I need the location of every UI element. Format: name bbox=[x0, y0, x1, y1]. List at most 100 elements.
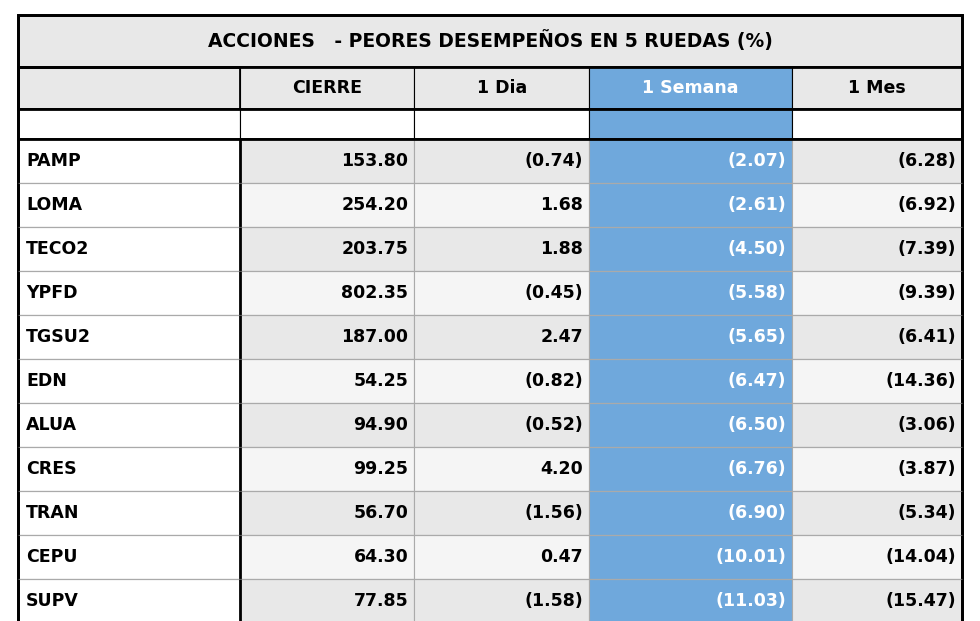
Bar bbox=[415, 183, 589, 227]
Text: (7.39): (7.39) bbox=[898, 240, 956, 258]
Text: 4.20: 4.20 bbox=[540, 460, 583, 478]
Bar bbox=[415, 227, 589, 271]
Text: EDN: EDN bbox=[26, 372, 67, 390]
Text: 1.88: 1.88 bbox=[540, 240, 583, 258]
Bar bbox=[18, 535, 240, 579]
Bar bbox=[240, 271, 415, 315]
Bar bbox=[589, 491, 792, 535]
Bar bbox=[792, 315, 962, 359]
Bar bbox=[18, 271, 240, 315]
Bar bbox=[415, 359, 589, 403]
Bar bbox=[240, 359, 415, 403]
Text: (6.47): (6.47) bbox=[727, 372, 786, 390]
Bar bbox=[589, 315, 792, 359]
Bar bbox=[240, 491, 415, 535]
Text: PAMP: PAMP bbox=[26, 152, 80, 170]
Text: 2.47: 2.47 bbox=[541, 328, 583, 346]
Bar bbox=[18, 359, 240, 403]
Text: 94.90: 94.90 bbox=[354, 416, 409, 434]
Text: 203.75: 203.75 bbox=[342, 240, 409, 258]
Text: 1.68: 1.68 bbox=[540, 196, 583, 214]
Text: (10.01): (10.01) bbox=[715, 548, 786, 566]
Bar bbox=[792, 535, 962, 579]
Text: TGSU2: TGSU2 bbox=[26, 328, 91, 346]
Bar bbox=[792, 139, 962, 183]
Text: YPFD: YPFD bbox=[26, 284, 77, 302]
Bar bbox=[240, 535, 415, 579]
Text: (6.28): (6.28) bbox=[898, 152, 956, 170]
Bar bbox=[240, 67, 415, 109]
Bar bbox=[18, 67, 962, 109]
Bar bbox=[18, 183, 240, 227]
Bar bbox=[589, 359, 792, 403]
Text: (6.92): (6.92) bbox=[898, 196, 956, 214]
Bar bbox=[589, 271, 792, 315]
Text: LOMA: LOMA bbox=[26, 196, 82, 214]
Bar bbox=[240, 403, 415, 447]
Bar bbox=[415, 67, 589, 109]
Text: 0.47: 0.47 bbox=[541, 548, 583, 566]
Text: CRES: CRES bbox=[26, 460, 76, 478]
Text: 56.70: 56.70 bbox=[354, 504, 409, 522]
Bar bbox=[18, 403, 240, 447]
Text: 187.00: 187.00 bbox=[341, 328, 409, 346]
Bar bbox=[792, 271, 962, 315]
Bar bbox=[415, 579, 589, 621]
Bar bbox=[240, 139, 415, 183]
Text: (14.36): (14.36) bbox=[885, 372, 956, 390]
Text: 54.25: 54.25 bbox=[354, 372, 409, 390]
Bar bbox=[18, 109, 962, 139]
Bar bbox=[792, 579, 962, 621]
Bar bbox=[589, 139, 792, 183]
Bar bbox=[589, 227, 792, 271]
Bar bbox=[18, 447, 240, 491]
Bar bbox=[18, 67, 240, 109]
Text: CEPU: CEPU bbox=[26, 548, 77, 566]
Bar bbox=[792, 67, 962, 109]
Text: 77.85: 77.85 bbox=[354, 592, 409, 610]
Text: (2.07): (2.07) bbox=[727, 152, 786, 170]
Text: 99.25: 99.25 bbox=[354, 460, 409, 478]
Text: (15.47): (15.47) bbox=[885, 592, 956, 610]
Text: (6.41): (6.41) bbox=[898, 328, 956, 346]
Bar bbox=[18, 491, 240, 535]
Text: (0.52): (0.52) bbox=[524, 416, 583, 434]
Bar bbox=[589, 183, 792, 227]
Bar bbox=[792, 359, 962, 403]
Bar bbox=[589, 403, 792, 447]
Text: (0.82): (0.82) bbox=[524, 372, 583, 390]
Text: (3.87): (3.87) bbox=[898, 460, 956, 478]
Text: TRAN: TRAN bbox=[26, 504, 79, 522]
Text: 254.20: 254.20 bbox=[341, 196, 409, 214]
Text: 1 Mes: 1 Mes bbox=[848, 79, 906, 97]
Bar bbox=[792, 109, 962, 139]
Bar bbox=[18, 109, 240, 139]
Text: 153.80: 153.80 bbox=[341, 152, 409, 170]
Bar bbox=[240, 227, 415, 271]
Bar bbox=[240, 109, 415, 139]
Bar bbox=[415, 403, 589, 447]
Bar bbox=[415, 315, 589, 359]
Bar bbox=[415, 447, 589, 491]
Text: (14.04): (14.04) bbox=[885, 548, 956, 566]
Bar bbox=[18, 15, 962, 67]
Text: (0.45): (0.45) bbox=[524, 284, 583, 302]
Bar bbox=[792, 447, 962, 491]
Bar bbox=[240, 447, 415, 491]
Bar bbox=[589, 109, 792, 139]
Text: (0.74): (0.74) bbox=[524, 152, 583, 170]
Text: (1.58): (1.58) bbox=[524, 592, 583, 610]
Text: (9.39): (9.39) bbox=[898, 284, 956, 302]
Bar bbox=[415, 271, 589, 315]
Text: (5.34): (5.34) bbox=[898, 504, 956, 522]
Text: ALUA: ALUA bbox=[26, 416, 77, 434]
Bar bbox=[589, 535, 792, 579]
Bar bbox=[18, 139, 240, 183]
Text: 1 Semana: 1 Semana bbox=[642, 79, 739, 97]
Text: TECO2: TECO2 bbox=[26, 240, 89, 258]
Text: (3.06): (3.06) bbox=[898, 416, 956, 434]
Text: (4.50): (4.50) bbox=[727, 240, 786, 258]
Bar bbox=[792, 491, 962, 535]
Bar bbox=[415, 139, 589, 183]
Bar bbox=[240, 315, 415, 359]
